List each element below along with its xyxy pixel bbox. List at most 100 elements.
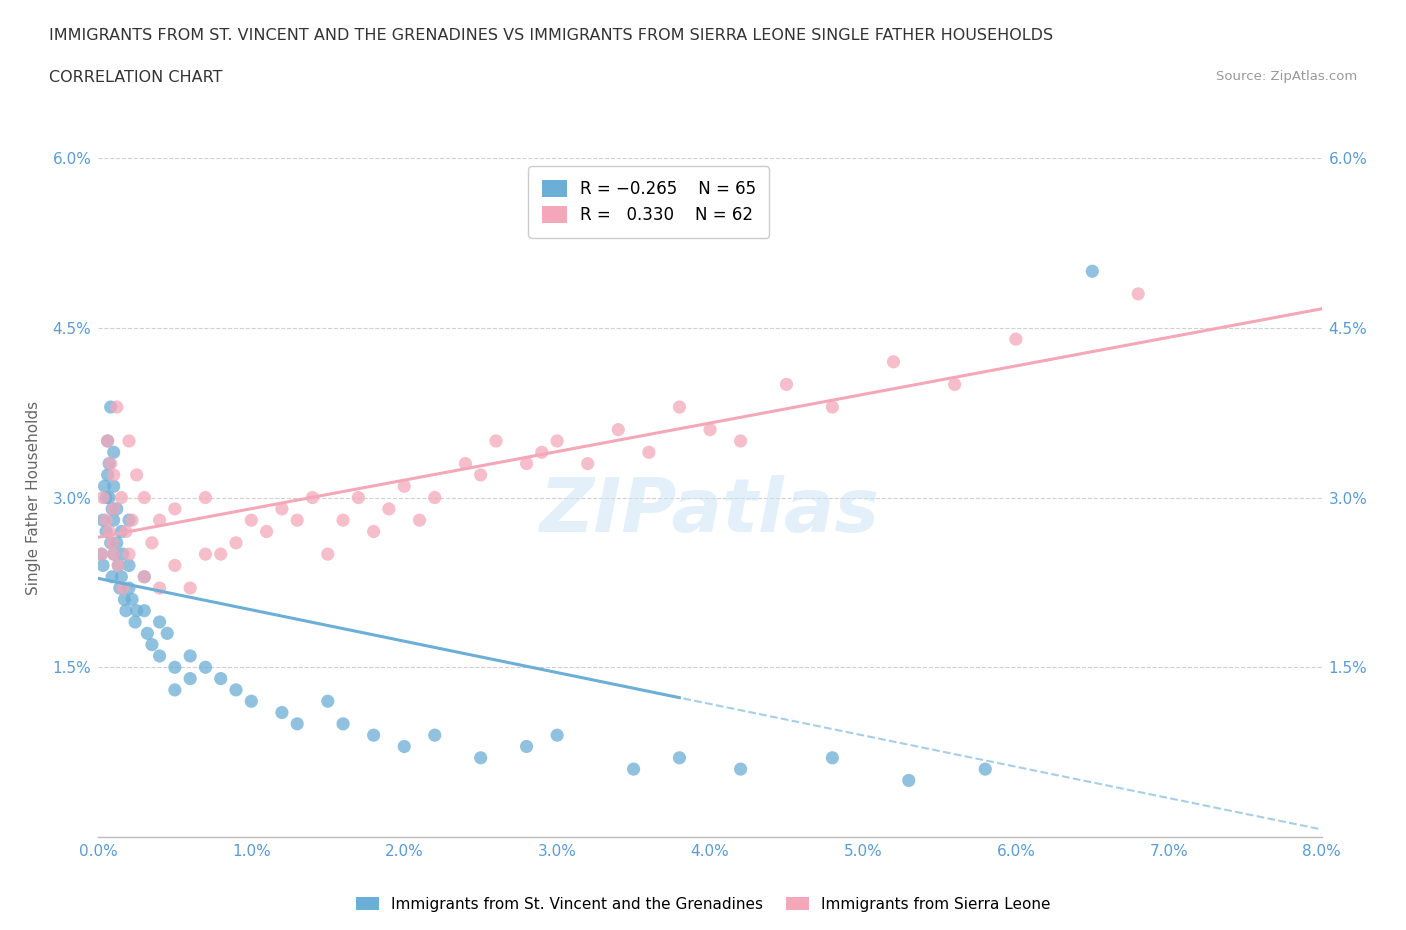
Point [897,773,920,788]
Text: CORRELATION CHART: CORRELATION CHART [49,70,222,85]
Point [285,512,308,527]
Point [97,433,120,448]
Point [363,727,385,742]
Point [125,604,148,618]
Point [100,536,122,551]
Point [156,626,179,641]
Point [163,558,186,573]
Point [209,547,232,562]
Point [821,751,844,765]
Point [108,580,131,595]
Legend: R = −0.265    N = 65, R =   0.330    N = 62: R = −0.265 N = 65, R = 0.330 N = 62 [529,166,769,238]
Point [100,457,122,472]
Point [883,354,905,369]
Point [141,536,163,551]
Point [270,501,294,516]
Point [256,525,278,539]
Point [103,547,125,562]
Point [105,501,128,516]
Point [118,433,141,448]
Point [194,547,217,562]
Point [163,683,186,698]
Point [97,433,120,448]
Point [332,512,354,527]
Point [91,558,114,573]
Point [103,445,125,459]
Point [134,569,156,584]
Point [91,512,114,527]
Point [101,569,124,584]
Point [111,580,134,595]
Point [118,547,141,562]
Point [270,705,294,720]
Point [112,592,135,607]
Point [179,671,201,686]
Point [285,716,308,731]
Point [91,490,114,505]
Point [316,547,339,562]
Point [179,648,201,663]
Point [149,580,172,595]
Point [149,615,172,630]
Point [347,490,370,505]
Point [105,400,128,415]
Point [141,637,163,652]
Point [98,490,121,505]
Point [115,604,138,618]
Point [94,512,117,527]
Point [1128,286,1150,301]
Point [423,490,446,505]
Point [392,479,416,494]
Point [94,525,117,539]
Legend: Immigrants from St. Vincent and the Grenadines, Immigrants from Sierra Leone: Immigrants from St. Vincent and the Gren… [350,890,1056,918]
Point [90,547,112,562]
Point [363,525,385,539]
Point [134,569,156,584]
Point [121,592,143,607]
Point [101,501,124,516]
Point [546,727,568,742]
Point [668,400,690,415]
Point [209,671,232,686]
Point [179,580,201,595]
Point [101,536,124,551]
Point [668,751,690,765]
Point [110,525,132,539]
Point [149,648,172,663]
Point [107,558,129,573]
Point [111,547,134,562]
Point [408,512,430,527]
Text: Source: ZipAtlas.com: Source: ZipAtlas.com [1216,70,1357,83]
Point [607,422,630,437]
Point [103,468,125,483]
Point [163,501,186,516]
Point [93,479,115,494]
Point [516,739,538,754]
Point [821,400,844,415]
Point [637,445,661,459]
Point [103,479,125,494]
Point [530,445,553,459]
Point [240,694,263,709]
Text: IMMIGRANTS FROM ST. VINCENT AND THE GRENADINES VS IMMIGRANTS FROM SIERRA LEONE S: IMMIGRANTS FROM ST. VINCENT AND THE GREN… [49,28,1053,43]
Point [163,660,186,675]
Point [124,615,146,630]
Point [730,762,752,777]
Point [943,377,966,392]
Point [118,512,141,527]
Point [149,512,172,527]
Point [546,433,568,448]
Point [485,433,508,448]
Point [225,536,247,551]
Point [103,501,125,516]
Point [240,512,263,527]
Point [225,683,247,698]
Point [775,377,797,392]
Point [118,558,141,573]
Point [100,400,122,415]
Point [98,457,121,472]
Text: ZIPatlas: ZIPatlas [540,474,880,548]
Point [378,501,401,516]
Point [454,457,477,472]
Point [115,525,138,539]
